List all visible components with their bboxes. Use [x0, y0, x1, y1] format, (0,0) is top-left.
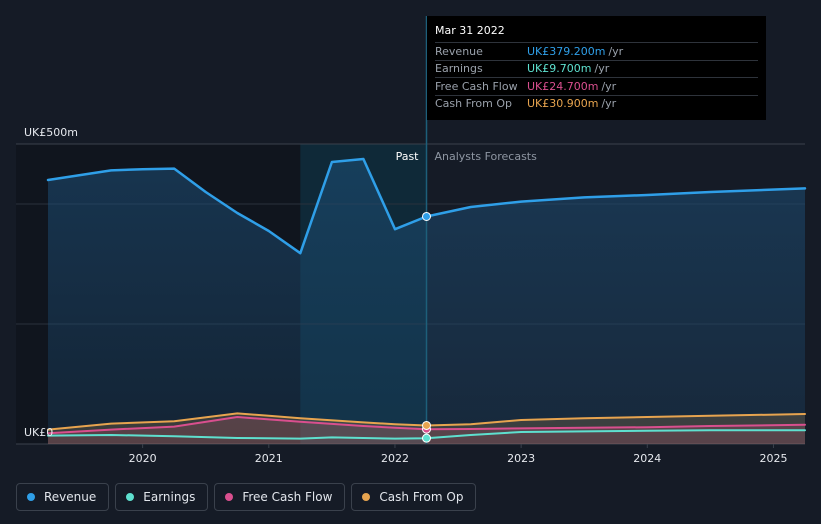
legend-dot-icon	[126, 493, 135, 501]
legend-item-cash-from-op[interactable]: Cash From Op	[351, 483, 477, 511]
tooltip-row-name: Earnings	[435, 62, 483, 76]
revenue-line	[46, 157, 807, 255]
tooltip-row-value: UK£9.700m	[527, 62, 592, 76]
tooltip-row-cash-from-op: Cash From Op UK£30.900m /yr	[435, 94, 758, 113]
x-tick-label: 2023	[507, 452, 535, 465]
free-cash-flow-line	[47, 416, 806, 435]
tooltip-row-revenue: Revenue UK£379.200m /yr	[435, 42, 758, 60]
cash-from-op-point	[422, 420, 431, 430]
tooltip-row-free-cash-flow: Free Cash Flow UK£24.700m /yr	[435, 77, 758, 95]
legend-dot-icon	[27, 493, 35, 501]
tooltip-row-unit: /yr	[601, 79, 617, 93]
tooltip-row-unit: /yr	[594, 62, 610, 76]
tooltip-row-name: Revenue	[435, 44, 483, 58]
legend-label: Cash From Op	[379, 490, 464, 504]
y-label-min: UK£0	[24, 426, 53, 439]
past-label: Past	[396, 150, 420, 163]
tooltip-row-value: UK£379.200m	[527, 44, 606, 58]
legend-item-free-cash-flow[interactable]: Free Cash Flow	[214, 483, 346, 511]
legend-item-earnings[interactable]: Earnings	[115, 483, 209, 511]
cash-from-op-line	[47, 412, 806, 431]
legend-item-revenue[interactable]: Revenue	[16, 483, 110, 511]
tooltip-row-value: UK£24.700m	[527, 79, 599, 93]
y-label-max: UK£500m	[24, 126, 78, 139]
tooltip-row-value: UK£30.900m	[527, 97, 599, 111]
x-tick-label: 2022	[381, 452, 409, 465]
earnings-point	[422, 433, 431, 443]
legend: Revenue Earnings Free Cash Flow Cash Fro…	[16, 483, 477, 511]
forecast-label: Analysts Forecasts	[435, 150, 538, 163]
legend-label: Earnings	[143, 490, 196, 504]
legend-label: Free Cash Flow	[242, 490, 333, 504]
x-tick-label: 2021	[255, 452, 283, 465]
x-tick-label: 2020	[129, 452, 157, 465]
tooltip-row-unit: /yr	[601, 97, 617, 111]
legend-dot-icon	[225, 493, 234, 501]
revenue-point	[422, 211, 431, 221]
tooltip-row-unit: /yr	[608, 44, 624, 58]
tooltip: Mar 31 2022 Revenue UK£379.200m /yr Earn…	[427, 16, 766, 120]
tooltip-date: Mar 31 2022	[435, 24, 505, 37]
legend-dot-icon	[362, 493, 371, 501]
legend-label: Revenue	[44, 490, 97, 504]
tooltip-row-name: Cash From Op	[435, 97, 513, 111]
x-tick-label: 2025	[759, 452, 787, 465]
tooltip-row-name: Free Cash Flow	[435, 79, 518, 93]
tooltip-row-earnings: Earnings UK£9.700m /yr	[435, 59, 758, 78]
x-tick-label: 2024	[633, 452, 661, 465]
earnings-line	[47, 429, 806, 440]
